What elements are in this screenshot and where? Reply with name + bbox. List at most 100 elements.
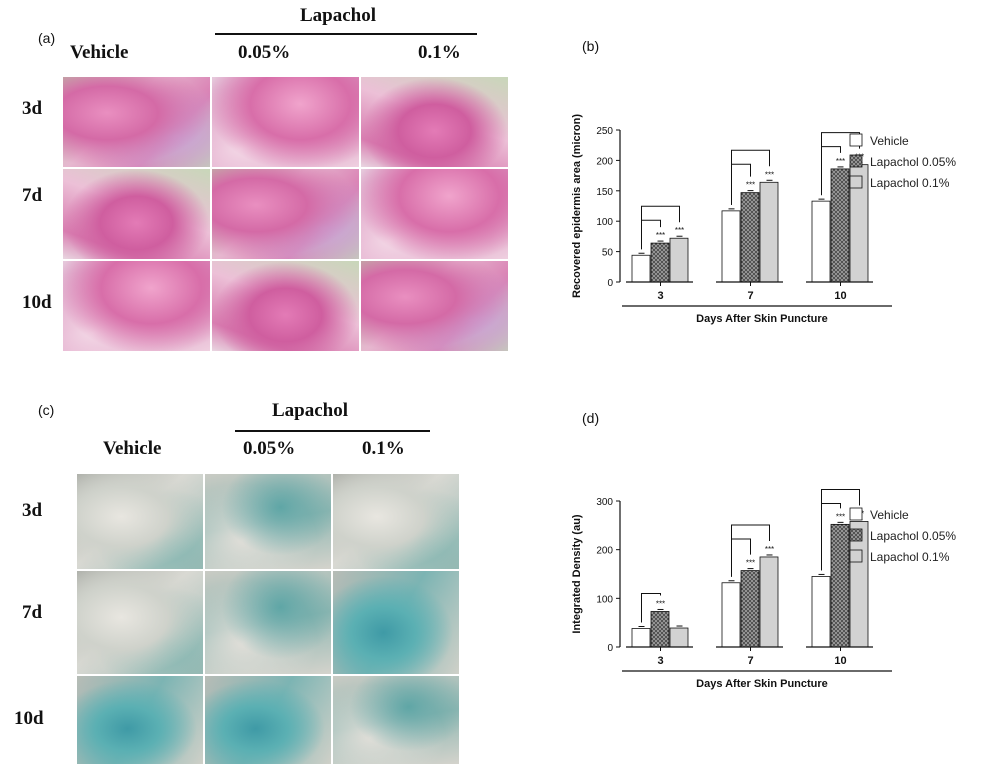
panel-a-label: (a)	[38, 30, 56, 46]
bar-lapachol-0-05--3	[650, 611, 670, 648]
significance-mark: ***	[656, 599, 665, 608]
bar-lapachol-0-05--10	[830, 523, 850, 648]
micrograph-a-005-7d	[211, 168, 360, 260]
significance-bracket	[731, 524, 770, 577]
bar-lapachol-0-05--7	[740, 570, 760, 648]
micrograph-c-005-7d	[204, 570, 332, 675]
y-axis-title: Integrated Density (au)	[571, 514, 583, 634]
x-tick-label: 3	[657, 655, 663, 667]
x-axis-title: Days After Skin Puncture	[696, 678, 828, 690]
micrograph-a-005-3d	[211, 76, 360, 168]
panel-a-row-3d: 3d	[22, 98, 43, 119]
y-tick-label: 0	[607, 278, 613, 289]
y-tick-label: 200	[596, 156, 613, 167]
micrograph-c-005-10d	[204, 675, 332, 765]
micrograph-c-vehicle-7d	[76, 570, 204, 675]
significance-mark: ***	[675, 226, 684, 235]
significance-mark: ***	[765, 170, 774, 179]
panel-c-col-005: 0.05%	[243, 438, 296, 459]
legend-swatch	[849, 133, 863, 147]
x-axis-title: Days After Skin Puncture	[696, 313, 828, 325]
y-tick-label: 100	[596, 594, 613, 605]
micrograph-c-01-7d	[332, 570, 460, 675]
micrograph-c-01-3d	[332, 473, 460, 570]
significance-mark: ***	[836, 512, 845, 521]
micrograph-a-vehicle-7d	[62, 168, 211, 260]
significance-mark: ***	[746, 559, 755, 568]
chart-b: 0 50 100 150 200 250 Recovered epidermis area …	[571, 114, 956, 325]
panel-c-group-title: Lapachol	[272, 400, 349, 421]
x-tick-label: 3	[657, 290, 663, 302]
y-tick-label: 150	[596, 187, 613, 198]
legend-label: Lapachol 0.1%	[870, 550, 950, 564]
x-tick-label: 7	[747, 655, 753, 667]
legend-swatch	[849, 528, 863, 542]
micrograph-c-01-10d	[332, 675, 460, 765]
panel-c-col-vehicle: Vehicle	[103, 438, 162, 459]
panel-c-row-10d: 10d	[14, 708, 44, 729]
x-tick-label: 10	[834, 655, 846, 667]
chart-d: 0 100 200 300 Integrated Density (au) *** 3 ***…	[571, 488, 956, 690]
micrograph-c-vehicle-10d	[76, 675, 204, 765]
y-tick-label: 200	[596, 546, 613, 557]
bar-vehicle-10	[811, 200, 831, 283]
panel-a-col-vehicle: Vehicle	[70, 42, 129, 63]
significance-mark: ***	[746, 181, 755, 190]
significance-mark: ***	[836, 157, 845, 166]
legend-swatch	[849, 175, 863, 189]
legend-label: Lapachol 0.05%	[870, 529, 956, 543]
y-axis-title: Recovered epidermis area (micron)	[571, 114, 583, 298]
micrograph-a-005-10d	[211, 260, 360, 352]
panel-a-col-005: 0.05%	[238, 42, 291, 63]
micrograph-a-vehicle-3d	[62, 76, 211, 168]
bar-lapachol-0-1--3	[669, 627, 689, 648]
significance-mark: ***	[656, 231, 665, 240]
x-tick-label: 10	[834, 290, 846, 302]
x-tick-label: 7	[747, 290, 753, 302]
bar-lapachol-0-1--7	[759, 181, 779, 283]
panel-a-row-7d: 7d	[22, 185, 43, 206]
panel-c-label: (c)	[38, 402, 55, 418]
significance-mark: ***	[765, 545, 774, 554]
panel-b-label: (b)	[582, 38, 600, 54]
y-tick-label: 0	[607, 643, 613, 654]
micrograph-a-01-3d	[360, 76, 509, 168]
significance-bracket	[641, 592, 661, 623]
bar-lapachol-0-1--7	[759, 556, 779, 648]
legend-swatch	[849, 549, 863, 563]
significance-bracket	[641, 205, 680, 250]
bar-vehicle-7	[721, 582, 741, 648]
micrograph-a-vehicle-10d	[62, 260, 211, 352]
bar-lapachol-0-05--10	[830, 168, 850, 283]
panel-d-label: (d)	[582, 410, 600, 426]
panel-a-group-rule	[215, 33, 477, 35]
panel-a-group-title: Lapachol	[300, 5, 377, 26]
panel-a-col-01: 0.1%	[418, 42, 461, 63]
panel-a-row-10d: 10d	[22, 292, 52, 313]
panel-c-row-3d: 3d	[22, 500, 43, 521]
legend-label: Vehicle	[870, 508, 909, 522]
legend-label: Lapachol 0.05%	[870, 155, 956, 169]
legend-swatch	[849, 507, 863, 521]
bar-vehicle-3	[631, 628, 651, 648]
panel-c-col-01: 0.1%	[362, 438, 405, 459]
bar-lapachol-0-1--3	[669, 237, 689, 283]
legend-label: Lapachol 0.1%	[870, 176, 950, 190]
legend-swatch	[849, 154, 863, 168]
bar-lapachol-0-05--3	[650, 242, 670, 283]
legend-label: Vehicle	[870, 134, 909, 148]
y-tick-label: 250	[596, 126, 613, 137]
significance-bracket	[821, 488, 860, 571]
y-tick-label: 100	[596, 217, 613, 228]
panel-c-row-7d: 7d	[22, 602, 43, 623]
micrograph-a-01-10d	[360, 260, 509, 352]
y-tick-label: 300	[596, 497, 613, 508]
bar-lapachol-0-05--7	[740, 192, 760, 283]
bar-vehicle-10	[811, 576, 831, 648]
bar-vehicle-7	[721, 210, 741, 283]
panel-c-group-rule	[235, 430, 430, 432]
micrograph-c-vehicle-3d	[76, 473, 204, 570]
micrograph-a-01-7d	[360, 168, 509, 260]
significance-bracket	[731, 149, 770, 205]
y-tick-label: 50	[602, 248, 614, 259]
